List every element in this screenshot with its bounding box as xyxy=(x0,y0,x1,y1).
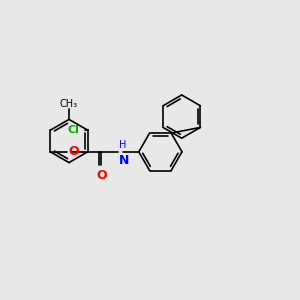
Text: H: H xyxy=(119,140,127,150)
Text: O: O xyxy=(96,169,106,182)
Text: CH₃: CH₃ xyxy=(60,99,78,109)
Text: Cl: Cl xyxy=(68,125,79,135)
Text: O: O xyxy=(68,145,79,158)
Text: N: N xyxy=(119,154,130,167)
